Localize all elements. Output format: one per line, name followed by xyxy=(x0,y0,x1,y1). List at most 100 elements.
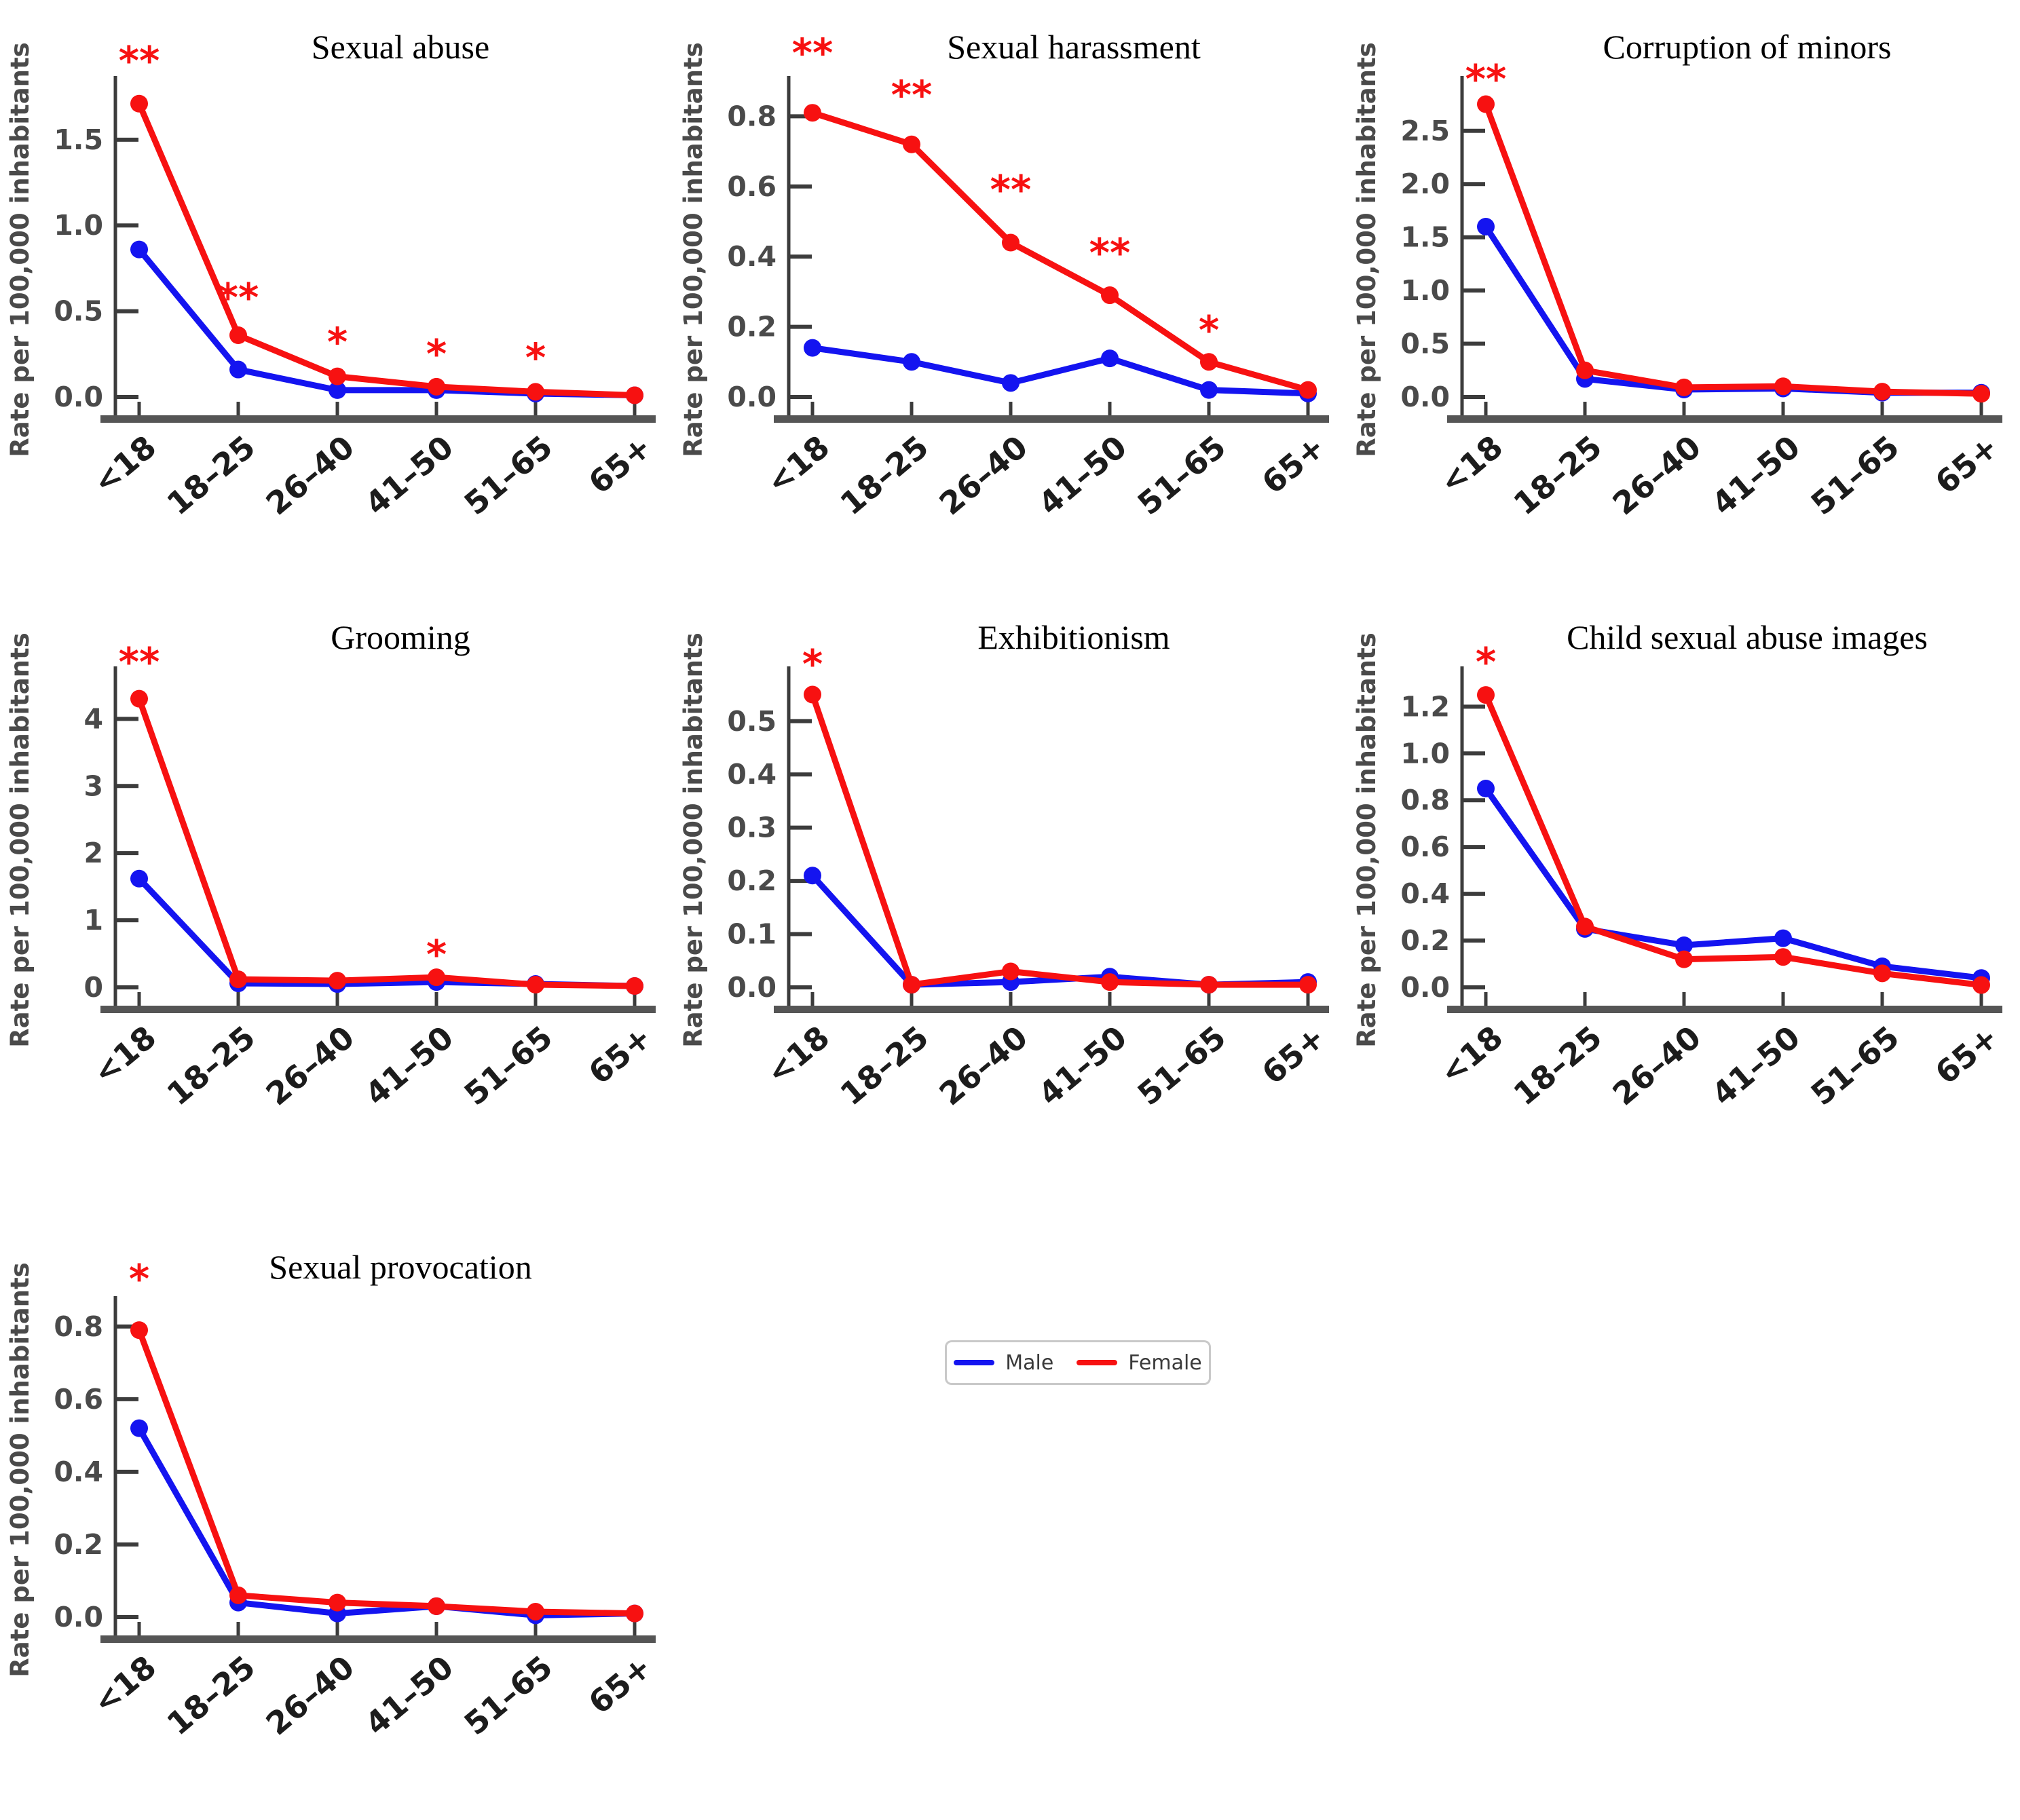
female-data-point xyxy=(1576,917,1594,936)
chart-title: Exhibitionism xyxy=(977,618,1170,656)
x-tick-label: <18 xyxy=(760,1019,836,1091)
female-data-point xyxy=(1873,964,1891,983)
female-data-point xyxy=(1002,233,1020,252)
significance-marker: ** xyxy=(792,30,834,76)
female-series-line xyxy=(136,100,638,398)
y-axis-label: Rate per 100,000 inhabitants xyxy=(5,632,35,1047)
y-axis-label: Rate per 100,000 inhabitants xyxy=(679,632,708,1047)
x-tick-label: <18 xyxy=(86,428,163,501)
x-tick-label: 65+ xyxy=(1255,428,1332,501)
female-data-point xyxy=(804,685,821,704)
y-tick-label: 1.0 xyxy=(1400,737,1450,770)
x-tick-label: 41–50 xyxy=(1705,428,1807,522)
female-data-point xyxy=(1774,377,1792,396)
x-tick-label: 51–65 xyxy=(1804,428,1906,522)
significance-marker: * xyxy=(1476,639,1496,685)
chart-svg: Sexual harassment Rate per 100,000 inhabi… xyxy=(679,28,1332,523)
female-data-point xyxy=(1101,286,1119,305)
x-tick-label: 26–40 xyxy=(933,1019,1034,1112)
y-tick-label: 0.6 xyxy=(1400,831,1450,863)
x-tick-label: <18 xyxy=(760,428,836,501)
female-data-point xyxy=(903,976,920,994)
female-data-point xyxy=(903,135,920,153)
chart-sexual-abuse: Sexual abuse Rate per 100,000 inhabitants… xyxy=(0,0,673,597)
female-data-point xyxy=(329,972,346,990)
x-tick-label: 18–25 xyxy=(160,428,262,522)
female-data-point xyxy=(329,367,346,385)
female-data-point xyxy=(1101,973,1119,991)
female-series-line xyxy=(136,696,638,989)
y-tick-label: 0.1 xyxy=(727,918,777,951)
female-series-line xyxy=(136,1327,638,1617)
significance-marker: * xyxy=(1199,307,1219,353)
x-tick-label: 26–40 xyxy=(259,1019,361,1112)
x-tick-label: 41–50 xyxy=(358,1019,460,1112)
male-series-line xyxy=(1482,785,1985,981)
chart-svg: Sexual abuse Rate per 100,000 inhabitants… xyxy=(5,28,658,523)
y-tick-label: 0 xyxy=(83,971,103,1004)
y-tick-label: 1.2 xyxy=(1400,690,1450,723)
significance-marker: * xyxy=(426,932,447,978)
significance-marker: ** xyxy=(218,274,259,320)
y-tick-label: 0.4 xyxy=(54,1456,103,1488)
female-data-point xyxy=(527,976,544,994)
female-data-point xyxy=(1972,976,1990,994)
x-tick-label: 65+ xyxy=(1255,1019,1332,1091)
chart-svg: Child sexual abuse images Rate per 100,00… xyxy=(1352,618,2005,1113)
chart-title: Child sexual abuse images xyxy=(1567,618,1928,656)
female-series-line xyxy=(1482,691,1985,989)
x-axis-baseline xyxy=(100,1635,656,1643)
y-tick-label: 0.8 xyxy=(727,100,777,132)
female-series xyxy=(804,685,1317,994)
y-tick-label: 0.5 xyxy=(54,295,103,328)
chart-exhibitionism: Exhibitionism Rate per 100,000 inhabitant… xyxy=(673,590,1347,1188)
y-tick-label: 0.5 xyxy=(727,705,777,738)
female-data-point xyxy=(1002,962,1020,981)
x-tick-label: 18–25 xyxy=(1507,428,1609,522)
female-data-point xyxy=(626,977,643,996)
female-data-point xyxy=(130,1321,148,1340)
y-tick-label: 2.5 xyxy=(1400,115,1450,147)
chart-child-sexual-abuse-images: Child sexual abuse images Rate per 100,00… xyxy=(1347,590,2020,1188)
female-data-point xyxy=(527,1602,544,1620)
x-tick-label: 51–65 xyxy=(1131,1019,1233,1112)
significance-marker: * xyxy=(525,335,546,381)
y-tick-label: 0.0 xyxy=(727,381,777,413)
female-line-swatch xyxy=(1077,1360,1118,1365)
y-tick-label: 0.0 xyxy=(1400,971,1450,1004)
female-data-point xyxy=(229,970,247,989)
male-data-point xyxy=(130,1419,148,1437)
male-data-point xyxy=(804,339,821,357)
male-series-line xyxy=(136,875,638,989)
y-tick-label: 0.2 xyxy=(54,1528,103,1561)
female-data-point xyxy=(428,968,445,987)
male-data-point xyxy=(804,867,821,885)
female-data-point xyxy=(1675,378,1693,396)
x-tick-label: 18–25 xyxy=(834,1019,935,1112)
y-tick-label: 1.0 xyxy=(1400,274,1450,307)
x-tick-label: 41–50 xyxy=(358,1648,460,1742)
legend-male-label: Male xyxy=(1005,1350,1054,1375)
chart-title: Sexual provocation xyxy=(269,1248,531,1286)
x-tick-label: 41–50 xyxy=(358,428,460,522)
female-data-point xyxy=(1299,381,1317,399)
female-data-point xyxy=(229,1586,247,1604)
female-series xyxy=(1477,95,1990,403)
x-tick-label: 26–40 xyxy=(1606,428,1708,522)
y-axis-label: Rate per 100,000 inhabitants xyxy=(5,42,35,457)
male-data-point xyxy=(1002,374,1020,392)
male-data-point xyxy=(1675,936,1693,954)
x-tick-label: 51–65 xyxy=(457,428,559,522)
female-data-point xyxy=(428,1597,445,1615)
female-data-point xyxy=(428,377,445,396)
female-series xyxy=(130,94,643,404)
legend: Male Female xyxy=(945,1340,1211,1385)
female-data-point xyxy=(527,383,544,401)
significance-marker: ** xyxy=(1465,56,1507,102)
y-tick-label: 0.8 xyxy=(54,1310,103,1343)
x-tick-label: 41–50 xyxy=(1705,1019,1807,1112)
x-axis-baseline xyxy=(1447,1006,2002,1013)
female-series-line xyxy=(1482,101,1985,397)
female-series-line xyxy=(809,691,1311,988)
chart-grooming: Grooming Rate per 100,000 inhabitants 0 1 2 3… xyxy=(0,590,673,1188)
